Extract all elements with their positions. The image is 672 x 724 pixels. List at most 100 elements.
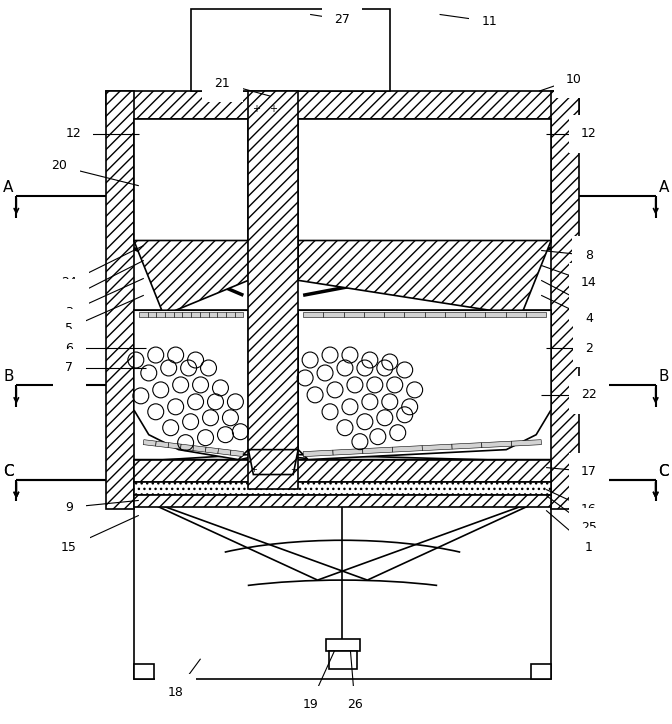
Polygon shape	[303, 312, 323, 317]
Polygon shape	[384, 312, 405, 317]
Polygon shape	[206, 447, 218, 453]
Polygon shape	[323, 312, 343, 317]
Text: C: C	[659, 464, 669, 479]
Polygon shape	[298, 310, 551, 460]
Text: C: C	[3, 464, 13, 479]
Polygon shape	[298, 310, 551, 430]
Text: 21: 21	[214, 77, 230, 90]
Polygon shape	[303, 450, 333, 457]
Polygon shape	[343, 312, 364, 317]
Text: +: +	[269, 104, 278, 114]
Text: +: +	[250, 465, 257, 474]
Text: 22: 22	[581, 388, 597, 401]
Bar	[191, 9, 390, 91]
Polygon shape	[405, 312, 425, 317]
Polygon shape	[333, 449, 363, 455]
Polygon shape	[445, 312, 465, 317]
Text: C: C	[659, 464, 669, 479]
Text: 6: 6	[65, 342, 73, 355]
Bar	[106, 91, 134, 510]
Text: 9: 9	[65, 501, 73, 514]
Text: 13: 13	[581, 299, 597, 312]
Polygon shape	[191, 312, 200, 317]
Text: 25: 25	[581, 521, 597, 534]
Text: 11: 11	[482, 15, 497, 28]
Polygon shape	[157, 312, 165, 317]
Bar	[106, 91, 579, 119]
Text: 3: 3	[65, 306, 73, 319]
Text: 19: 19	[302, 698, 318, 711]
Polygon shape	[217, 312, 226, 317]
Polygon shape	[364, 312, 384, 317]
Polygon shape	[298, 460, 551, 470]
Text: 8: 8	[585, 249, 593, 262]
Text: 15: 15	[61, 541, 77, 554]
Bar	[298, 119, 551, 240]
Polygon shape	[298, 240, 551, 315]
Bar	[134, 119, 249, 240]
Text: 23: 23	[61, 292, 77, 305]
Text: B: B	[3, 369, 13, 384]
Text: 20: 20	[51, 159, 67, 172]
Text: A: A	[659, 180, 669, 195]
Text: +: +	[290, 465, 296, 474]
Text: 10: 10	[566, 72, 582, 85]
Bar	[134, 495, 551, 678]
Text: 1: 1	[585, 541, 593, 554]
Text: 12: 12	[65, 127, 81, 140]
Text: 7: 7	[65, 361, 73, 374]
Text: 4: 4	[585, 311, 593, 324]
Bar	[329, 651, 358, 669]
Bar	[134, 460, 551, 481]
Text: +: +	[252, 104, 260, 114]
Polygon shape	[181, 444, 194, 450]
Bar	[249, 91, 298, 489]
Polygon shape	[363, 447, 392, 454]
Polygon shape	[482, 441, 511, 447]
Polygon shape	[485, 312, 505, 317]
Text: 17: 17	[581, 465, 597, 478]
Polygon shape	[173, 312, 182, 317]
Polygon shape	[511, 439, 542, 446]
Polygon shape	[134, 460, 249, 470]
Polygon shape	[249, 450, 298, 474]
Bar	[551, 91, 579, 510]
Polygon shape	[134, 310, 249, 460]
Text: A: A	[3, 180, 13, 195]
Polygon shape	[168, 442, 181, 449]
Text: 18: 18	[168, 686, 183, 699]
Polygon shape	[526, 312, 546, 317]
Polygon shape	[230, 450, 243, 457]
Text: 24: 24	[61, 276, 77, 289]
Polygon shape	[208, 312, 217, 317]
Bar	[134, 495, 551, 508]
Bar	[134, 664, 154, 678]
Polygon shape	[134, 240, 249, 315]
Polygon shape	[392, 446, 423, 452]
Polygon shape	[505, 312, 526, 317]
Polygon shape	[182, 312, 191, 317]
Polygon shape	[452, 442, 482, 449]
Polygon shape	[134, 310, 249, 430]
Polygon shape	[226, 312, 235, 317]
Bar	[134, 481, 551, 495]
Text: 5: 5	[65, 321, 73, 334]
Polygon shape	[139, 312, 148, 317]
Text: C: C	[3, 464, 13, 479]
Polygon shape	[425, 312, 445, 317]
Polygon shape	[218, 449, 231, 455]
Polygon shape	[148, 312, 157, 317]
Polygon shape	[200, 312, 208, 317]
Text: 14: 14	[581, 276, 597, 289]
Text: 27: 27	[334, 13, 350, 26]
Polygon shape	[422, 444, 452, 450]
Polygon shape	[143, 439, 157, 446]
Bar	[325, 639, 360, 651]
Polygon shape	[156, 441, 169, 447]
Text: 2: 2	[585, 342, 593, 355]
Text: 12: 12	[581, 127, 597, 140]
Polygon shape	[465, 312, 485, 317]
Polygon shape	[193, 446, 206, 452]
Polygon shape	[235, 312, 243, 317]
Bar	[531, 664, 551, 678]
